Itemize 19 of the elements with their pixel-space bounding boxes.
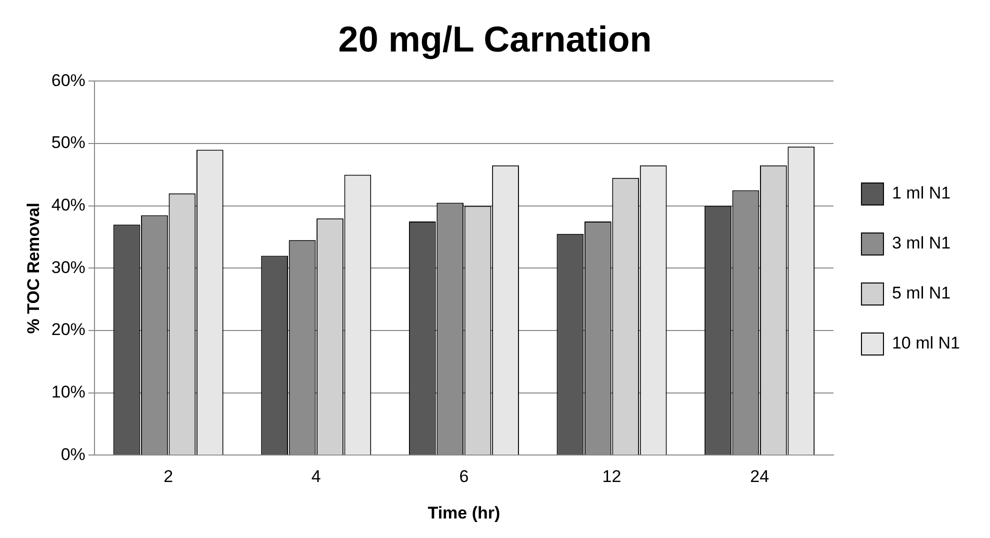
x-axis-title: Time (hr) bbox=[428, 503, 500, 522]
x-tick-label: 6 bbox=[459, 467, 469, 486]
y-axis-title: % TOC Removal bbox=[24, 202, 43, 334]
y-tick-label: 20% bbox=[51, 320, 86, 340]
legend-label: 1 ml N1 bbox=[892, 184, 951, 203]
y-tick-label: 0% bbox=[60, 444, 86, 464]
y-tick-label: 40% bbox=[51, 196, 86, 215]
x-tick-label: 4 bbox=[311, 467, 321, 486]
y-tick-label: 10% bbox=[51, 382, 86, 402]
legend-label: 5 ml N1 bbox=[892, 284, 951, 303]
legend-label: 3 ml N1 bbox=[892, 234, 951, 253]
x-tick-label: 24 bbox=[750, 467, 770, 486]
x-tick-label: 2 bbox=[164, 467, 174, 486]
y-tick-label: 30% bbox=[51, 258, 86, 277]
legend-label: 10 ml N1 bbox=[892, 334, 960, 353]
y-tick-label: 60% bbox=[51, 70, 86, 90]
chart-title: 20 mg/L Carnation bbox=[338, 18, 652, 60]
y-tick-label: 50% bbox=[51, 133, 86, 152]
x-tick-label: 12 bbox=[602, 467, 622, 486]
